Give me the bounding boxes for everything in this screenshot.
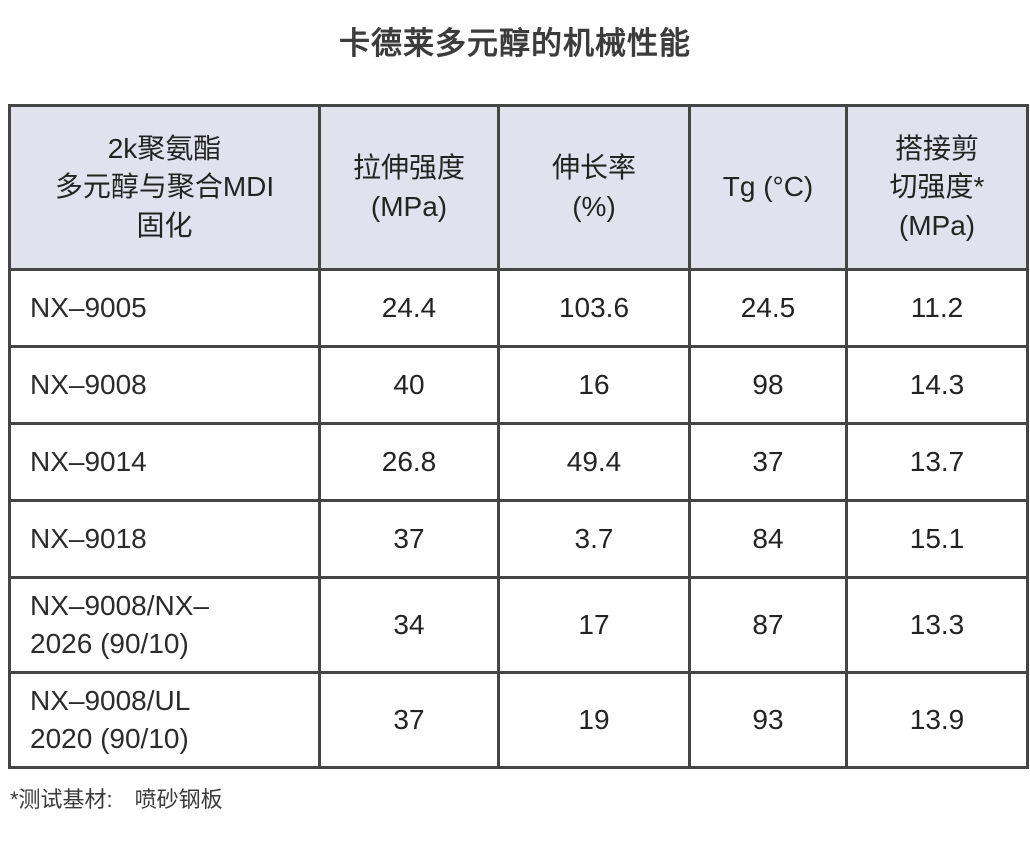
elongation-value: 16 [497,345,691,425]
elongation-value: 17 [497,576,691,674]
tensile-value: 34 [318,576,500,674]
lap-shear-value: 13.7 [845,422,1029,502]
elongation-value: 49.4 [497,422,691,502]
product-name: NX–9008 [8,345,321,425]
product-name: NX–9018 [8,499,321,579]
header-elongation: 伸长率 (%) [497,104,691,271]
tensile-value: 37 [318,499,500,579]
mechanical-properties-table: 2k聚氨酯 多元醇与聚合MDI 固化 拉伸强度 (MPa) 伸长率 (%) Tg… [8,104,1029,769]
header-row: 2k聚氨酯 多元醇与聚合MDI 固化 拉伸强度 (MPa) 伸长率 (%) Tg… [8,104,1029,271]
table-row: NX–9018 37 3.7 84 15.1 [8,499,1029,579]
product-name: NX–9014 [8,422,321,502]
tg-value: 24.5 [688,268,848,348]
tensile-value: 26.8 [318,422,500,502]
product-name: NX–9008/UL 2020 (90/10) [8,671,321,769]
tg-value: 93 [688,671,848,769]
table-body: NX–9005 24.4 103.6 24.5 11.2 NX–9008 40 … [8,268,1029,769]
tg-value: 98 [688,345,848,425]
page-title: 卡德莱多元醇的机械性能 [339,26,691,61]
header-lap-shear: 搭接剪 切强度* (MPa) [845,104,1029,271]
tensile-value: 40 [318,345,500,425]
header-tg: Tg (°C) [688,104,848,271]
table-header: 2k聚氨酯 多元醇与聚合MDI 固化 拉伸强度 (MPa) 伸长率 (%) Tg… [8,104,1029,271]
lap-shear-value: 13.3 [845,576,1029,674]
product-name: NX–9008/NX– 2026 (90/10) [8,576,321,674]
header-product: 2k聚氨酯 多元醇与聚合MDI 固化 [8,104,321,271]
table-row: NX–9008/UL 2020 (90/10) 37 19 93 13.9 [8,671,1029,769]
elongation-value: 3.7 [497,499,691,579]
lap-shear-value: 13.9 [845,671,1029,769]
footnote: *测试基材: 喷砂钢板 [10,787,223,812]
header-tensile: 拉伸强度 (MPa) [318,104,500,271]
lap-shear-value: 15.1 [845,499,1029,579]
table-row: NX–9008 40 16 98 14.3 [8,345,1029,425]
lap-shear-value: 14.3 [845,345,1029,425]
table-row: NX–9005 24.4 103.6 24.5 11.2 [8,268,1029,348]
table-row: NX–9008/NX– 2026 (90/10) 34 17 87 13.3 [8,576,1029,674]
elongation-value: 19 [497,671,691,769]
tensile-value: 24.4 [318,268,500,348]
tg-value: 84 [688,499,848,579]
tensile-value: 37 [318,671,500,769]
tg-value: 37 [688,422,848,502]
tg-value: 87 [688,576,848,674]
product-name: NX–9005 [8,268,321,348]
elongation-value: 103.6 [497,268,691,348]
table-row: NX–9014 26.8 49.4 37 13.7 [8,422,1029,502]
lap-shear-value: 11.2 [845,268,1029,348]
